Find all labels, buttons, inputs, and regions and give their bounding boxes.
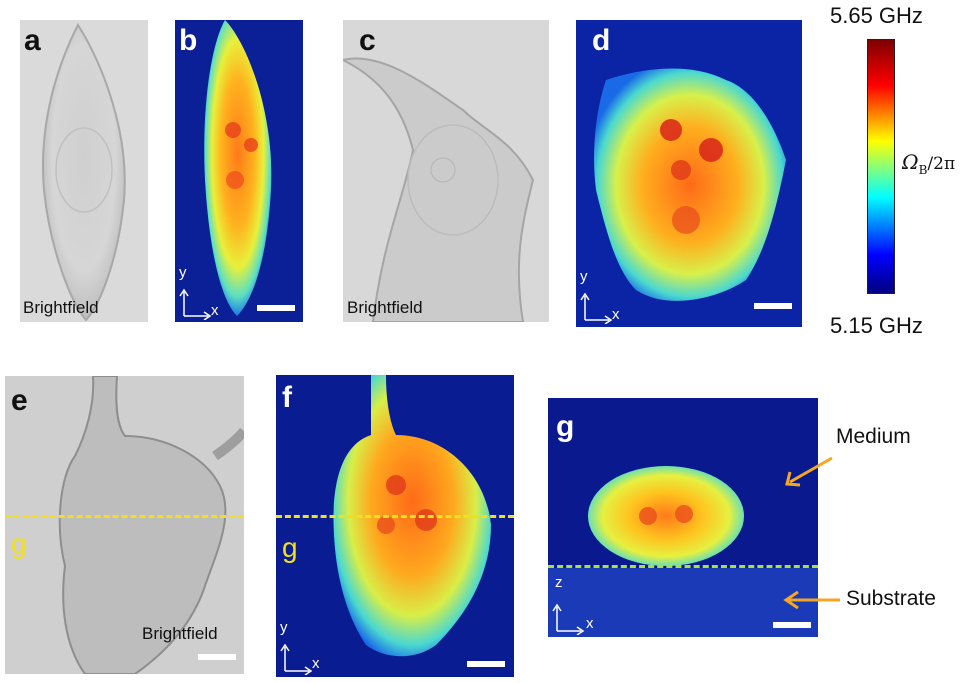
panel-g-brillouin-map: g z x: [548, 398, 818, 637]
panel-c-image: [343, 20, 549, 322]
panel-g-axes-icon: [552, 603, 585, 635]
panel-d-axis-y: y: [580, 268, 588, 285]
medium-arrow-icon: [785, 456, 833, 487]
panel-d-brillouin-map: d y x: [576, 20, 802, 327]
substrate-arrow-icon: [783, 590, 840, 610]
panel-e-line: [5, 515, 244, 518]
panel-d-letter: d: [592, 24, 611, 57]
panel-b-scale-bar: [257, 305, 295, 311]
panel-b-axis-x: x: [211, 302, 219, 319]
panel-f-axis-x: x: [312, 655, 320, 672]
panel-f-axis-y: y: [280, 619, 288, 636]
colorbar-quantity-label: ΩB/2π: [902, 150, 955, 177]
panel-b-image: [175, 20, 303, 322]
colorbar: [867, 39, 895, 294]
panel-e-brightfield-label: Brightfield: [142, 624, 218, 643]
panel-e-scale-bar: [198, 654, 236, 660]
panel-f-line: [276, 515, 514, 518]
panel-e-brightfield: e g Brightfield: [5, 376, 244, 674]
colorbar-denominator: /2π: [927, 154, 956, 174]
panel-f-scale-bar: [467, 661, 505, 667]
panel-e-line-label: g: [11, 528, 27, 559]
panel-g-axis-x: x: [586, 615, 594, 632]
panel-g-image: [548, 398, 818, 637]
panel-g-axis-z: z: [555, 574, 563, 591]
colorbar-bottom-label: 5.15 GHz: [830, 313, 923, 338]
panel-g-scale-bar: [773, 622, 811, 628]
substrate-label: Substrate: [846, 587, 936, 610]
panel-c-letter: c: [359, 24, 376, 57]
panel-f-line-label: g: [282, 532, 298, 563]
panel-c-brightfield: c Brightfield: [343, 20, 549, 322]
panel-d-image: [576, 20, 802, 327]
panel-e-letter: e: [11, 384, 28, 417]
panel-f-axes-icon: [280, 643, 313, 675]
panel-d-scale-bar: [754, 303, 792, 309]
panel-g-letter: g: [556, 410, 575, 443]
panel-a-image: [20, 20, 148, 322]
panel-f-brillouin-map: f g y x: [276, 375, 514, 677]
colorbar-top-label: 5.65 GHz: [830, 3, 923, 28]
panel-b-axis-y: y: [179, 264, 187, 281]
panel-d-axis-x: x: [612, 306, 620, 323]
colorbar-subscript: B: [918, 163, 928, 177]
panel-d-axes-icon: [580, 292, 613, 324]
panel-c-brightfield-label: Brightfield: [347, 298, 423, 317]
panel-a-brightfield: a Brightfield: [20, 20, 148, 322]
colorbar-symbol: Ω: [902, 150, 919, 174]
panel-a-letter: a: [24, 24, 41, 57]
panel-f-image: [276, 375, 514, 677]
panel-a-brightfield-label: Brightfield: [23, 298, 99, 317]
panel-b-axes-icon: [179, 288, 212, 320]
panel-g-substrate-line: [548, 565, 818, 568]
medium-label: Medium: [836, 425, 911, 448]
panel-e-image: [5, 376, 244, 674]
panel-b-brillouin-map: b y x: [175, 20, 303, 322]
panel-b-letter: b: [179, 24, 198, 57]
panel-f-letter: f: [282, 381, 292, 414]
